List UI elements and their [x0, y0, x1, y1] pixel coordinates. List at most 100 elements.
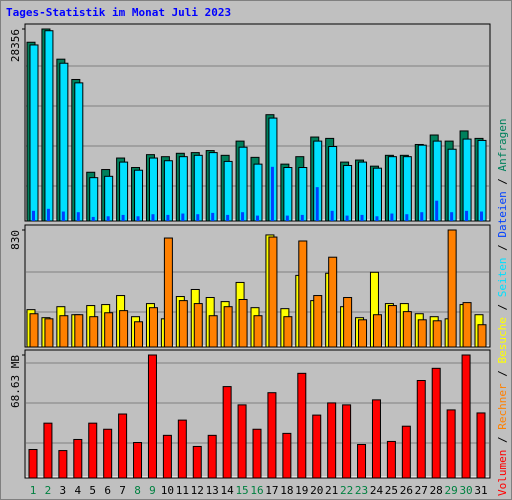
bar: [417, 144, 427, 222]
bar: [226, 214, 230, 221]
legend-entry: Besuche: [496, 317, 509, 363]
x-tick-label: 3: [60, 484, 67, 497]
bar: [177, 419, 187, 479]
bar: [476, 412, 486, 479]
legend-separator: /: [496, 171, 509, 191]
bar: [282, 432, 292, 479]
x-tick-label: 27: [415, 484, 428, 497]
bar: [207, 434, 217, 479]
bar: [121, 214, 125, 221]
x-tick-label: 13: [206, 484, 219, 497]
bar: [252, 428, 262, 479]
bar: [223, 306, 233, 348]
bar: [375, 216, 379, 221]
bar: [450, 212, 454, 221]
bar: [256, 215, 259, 221]
bar: [435, 200, 439, 221]
bar: [387, 305, 397, 348]
x-tick-label: 6: [104, 484, 111, 497]
bar: [163, 237, 173, 348]
bar: [343, 164, 353, 222]
bar: [211, 212, 215, 221]
bar: [432, 320, 442, 348]
bar: [357, 443, 367, 479]
bar: [91, 216, 95, 221]
bar: [330, 210, 334, 221]
x-tick-label: 28: [430, 484, 443, 497]
bar: [208, 152, 218, 222]
bar: [192, 445, 202, 479]
x-tick-label: 1: [30, 484, 37, 497]
bar: [29, 313, 39, 348]
bar: [238, 298, 248, 348]
bar: [328, 256, 338, 348]
x-tick-label: 23: [355, 484, 368, 497]
bar: [300, 214, 304, 221]
bar: [61, 211, 65, 221]
bar: [372, 314, 382, 348]
bar: [222, 386, 232, 479]
legend-entry: Volumen: [496, 450, 509, 496]
x-tick-label: 15: [235, 484, 248, 497]
bar: [420, 212, 424, 221]
legend-separator: /: [496, 297, 509, 317]
bar: [327, 402, 337, 479]
x-tick-label: 8: [134, 484, 141, 497]
bar: [181, 213, 185, 221]
x-tick-label: 14: [221, 484, 235, 497]
bar: [136, 216, 140, 221]
bar: [166, 214, 170, 221]
x-tick-label: 16: [250, 484, 263, 497]
bar: [151, 214, 155, 221]
bar: [360, 214, 364, 221]
x-tick-label: 20: [310, 484, 323, 497]
bar: [104, 175, 114, 222]
x-tick-label: 22: [340, 484, 353, 497]
bar: [387, 156, 397, 222]
bar: [313, 295, 323, 348]
legend-separator: /: [496, 364, 509, 384]
bar: [283, 167, 293, 222]
bar: [178, 300, 188, 348]
bar: [43, 422, 53, 479]
bar: [88, 422, 98, 479]
x-tick-label: 26: [400, 484, 413, 497]
legend-entry: Anfragen: [496, 118, 509, 171]
legend: Volumen / Rechner / Besuche / Seiten / D…: [496, 118, 509, 496]
x-tick-label: 9: [149, 484, 156, 497]
bar: [358, 161, 368, 222]
bar: [178, 156, 188, 222]
bar: [416, 380, 426, 479]
bar: [405, 214, 409, 221]
x-tick-label: 4: [74, 484, 81, 497]
bar: [480, 211, 483, 221]
legend-entry: Seiten: [496, 258, 509, 298]
bar: [44, 30, 54, 222]
x-tick-label: 18: [280, 484, 293, 497]
bar: [297, 372, 307, 479]
bar: [89, 316, 99, 348]
x-tick-label: 19: [295, 484, 308, 497]
x-tick-label: 21: [325, 484, 338, 497]
bar: [462, 302, 472, 348]
x-tick-label: 7: [119, 484, 126, 497]
bar: [133, 442, 143, 479]
y-tick-label: 28356: [9, 29, 22, 62]
bar: [29, 44, 39, 222]
bar: [89, 177, 99, 222]
legend-separator: /: [496, 430, 509, 450]
bar: [358, 319, 368, 348]
bar: [345, 215, 349, 221]
bar: [76, 212, 80, 221]
legend-separator: /: [496, 238, 509, 258]
bar: [343, 297, 353, 348]
bar: [163, 160, 173, 222]
bar: [103, 428, 113, 479]
bar: [73, 438, 83, 479]
chart-title: Tages-Statistik im Monat Juli 2023: [6, 6, 231, 19]
bar: [386, 440, 396, 479]
x-tick-label: 24: [370, 484, 384, 497]
bar: [267, 392, 277, 479]
bar: [465, 210, 469, 221]
